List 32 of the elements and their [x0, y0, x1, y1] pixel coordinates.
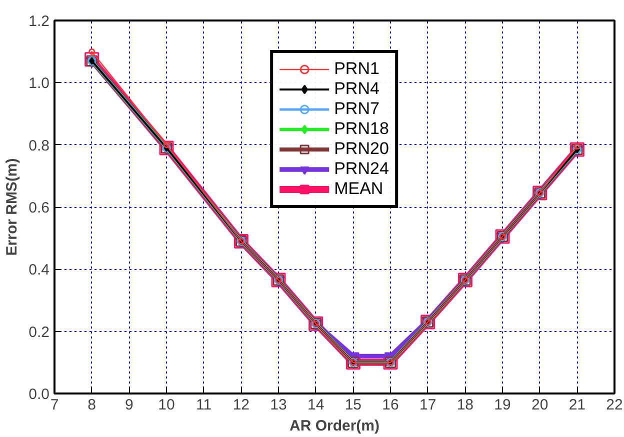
x-tick-label: 21	[568, 396, 586, 414]
legend-label: MEAN	[334, 179, 384, 199]
x-tick-label: 9	[124, 396, 134, 414]
legend-label: PRN18	[334, 119, 389, 139]
x-tick-label: 12	[232, 396, 250, 414]
x-tick-label: 17	[419, 396, 436, 414]
legend-label: PRN20	[334, 139, 389, 159]
legend-label: PRN7	[334, 99, 380, 119]
legend-label: PRN24	[334, 159, 389, 179]
x-tick-label: 18	[456, 396, 474, 414]
x-tick-label: 7	[50, 396, 59, 414]
x-tick-label: 11	[196, 396, 212, 414]
x-tick-label: 15	[344, 396, 362, 414]
x-axis-title: AR Order(m)	[289, 418, 380, 434]
x-tick-label: 22	[606, 396, 623, 414]
y-tick-label: 0.2	[28, 324, 50, 341]
y-tick-label: 0.4	[28, 262, 50, 279]
x-tick-label: 20	[531, 396, 548, 414]
x-tick-label: 19	[494, 396, 511, 414]
x-tick-label: 13	[270, 396, 287, 414]
x-tick-label: 8	[88, 396, 96, 414]
legend-label: PRN4	[334, 79, 380, 99]
y-tick-label: 0.0	[28, 386, 50, 403]
y-tick-label: 0.6	[28, 200, 50, 216]
x-tick-label: 14	[307, 396, 324, 414]
y-axis-title: Error RMS(m)	[4, 158, 21, 256]
y-tick-label: 1.2	[28, 13, 50, 30]
legend-label: PRN1	[334, 59, 380, 79]
y-tick-label: 1.0	[28, 75, 50, 92]
y-tick-label: 0.8	[28, 137, 50, 154]
x-tick-label: 10	[158, 396, 175, 414]
x-tick-label: 16	[382, 396, 399, 414]
